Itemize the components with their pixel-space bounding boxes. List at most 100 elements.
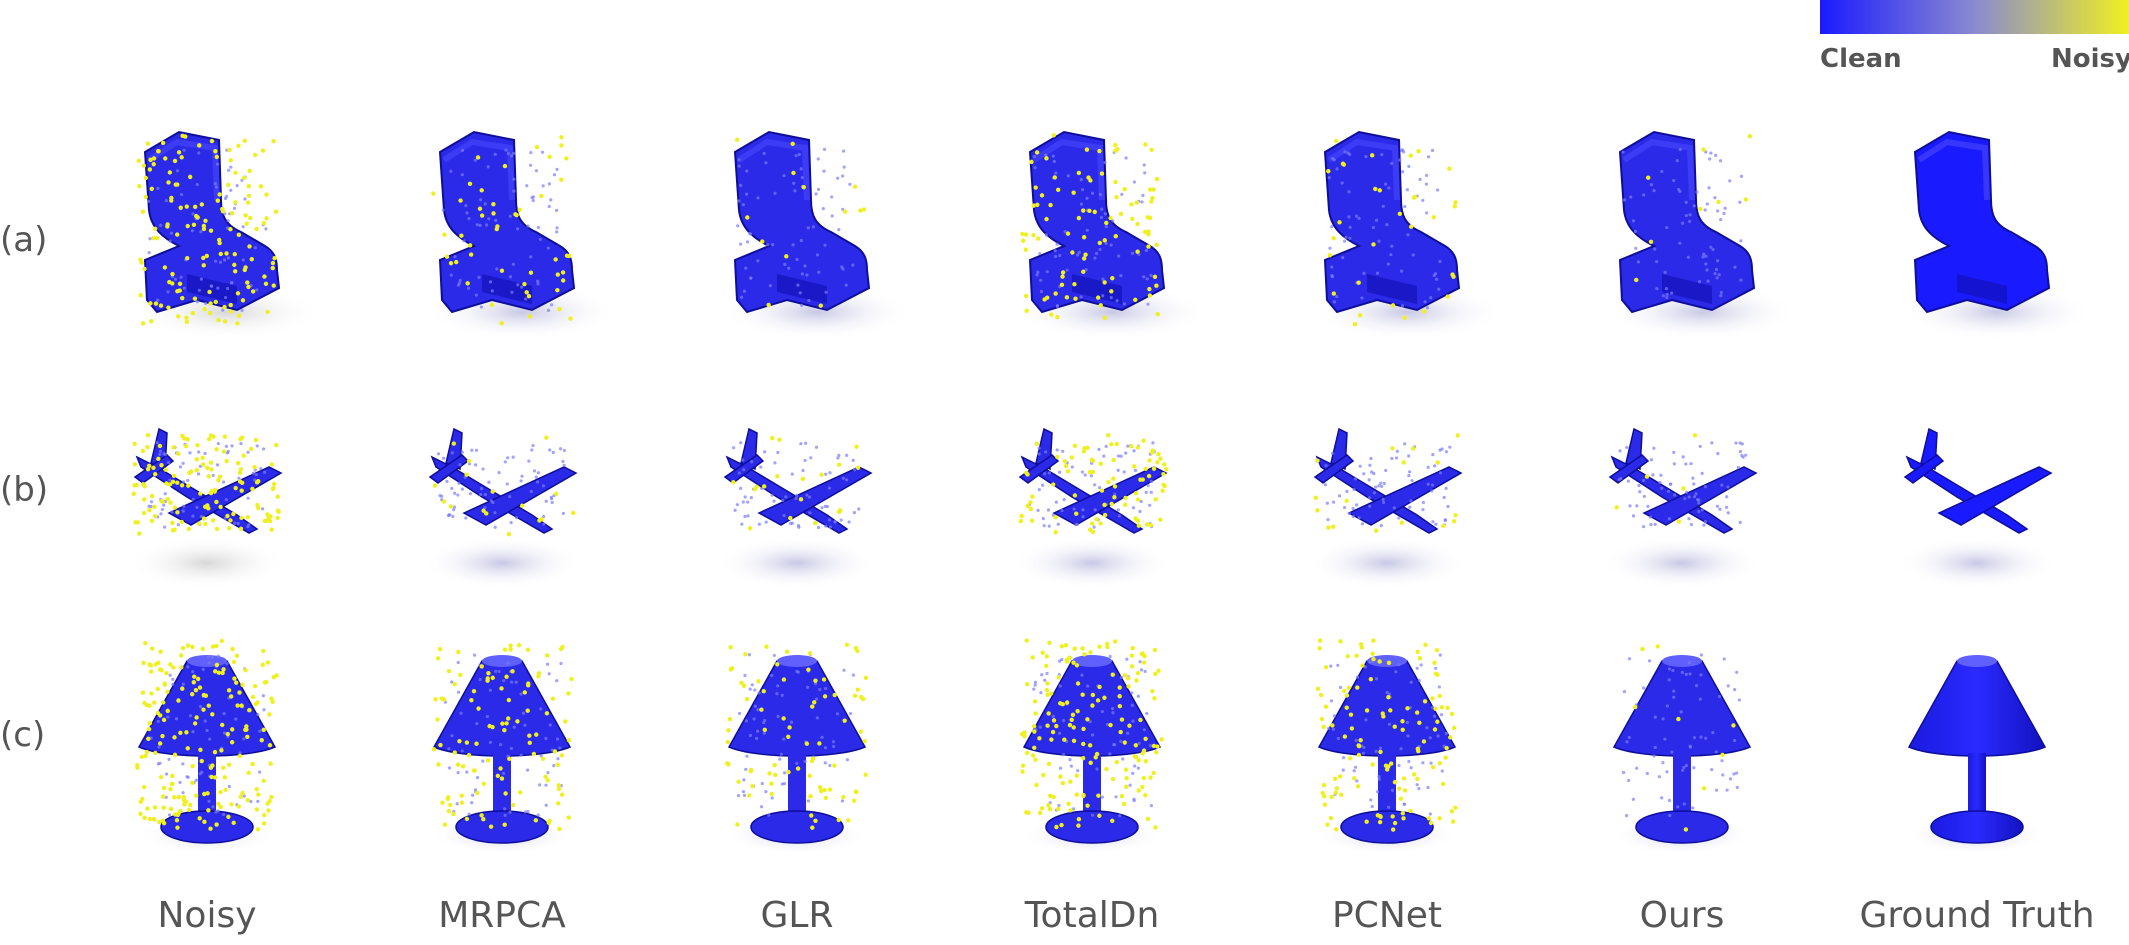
point — [1652, 189, 1656, 193]
noisy-point — [559, 792, 565, 797]
point — [261, 507, 265, 511]
point — [1138, 509, 1142, 514]
noisy-point — [1122, 740, 1128, 745]
noisy-point — [254, 480, 260, 485]
noisy-point — [1102, 502, 1107, 508]
point — [538, 237, 542, 242]
point — [1341, 768, 1345, 772]
point — [1635, 766, 1639, 770]
point — [173, 277, 178, 281]
point — [1101, 294, 1105, 298]
point — [1100, 709, 1104, 714]
noisy-point — [165, 496, 170, 502]
noisy-point — [1435, 672, 1440, 678]
point — [1406, 734, 1410, 738]
point — [1347, 215, 1351, 219]
point — [1692, 766, 1696, 770]
point — [1430, 489, 1434, 493]
noisy-point — [272, 255, 277, 261]
point — [146, 199, 151, 203]
noisy-point — [761, 688, 766, 694]
point — [166, 461, 171, 465]
noisy-point — [1455, 433, 1460, 438]
noisy-point — [1334, 786, 1340, 791]
point — [739, 295, 744, 299]
noisy-point — [141, 481, 146, 487]
noisy-point — [1046, 761, 1052, 766]
point — [744, 767, 748, 771]
point — [799, 238, 803, 243]
noisy-point — [1692, 433, 1698, 438]
noisy-point — [502, 647, 508, 652]
point — [1056, 522, 1060, 526]
point — [1331, 727, 1336, 731]
noisy-point — [1129, 202, 1134, 207]
noisy-point — [229, 802, 234, 807]
point — [512, 189, 516, 193]
noisy-point — [165, 708, 170, 714]
point — [1685, 490, 1689, 494]
point — [1363, 665, 1368, 669]
colorbar — [1820, 0, 2129, 34]
point — [447, 766, 452, 770]
noisy-point — [243, 213, 248, 218]
noisy-point — [445, 796, 450, 802]
noisy-point — [556, 786, 562, 792]
point — [1421, 508, 1425, 512]
point — [848, 711, 853, 716]
noisy-point — [149, 186, 154, 192]
noisy-point — [147, 167, 153, 172]
point — [223, 295, 228, 300]
noisy-point — [196, 521, 202, 526]
point — [762, 721, 766, 725]
point — [737, 711, 742, 716]
point — [473, 463, 478, 467]
noisy-point — [1081, 449, 1086, 454]
point — [1438, 259, 1442, 264]
point — [1362, 745, 1366, 750]
point — [1364, 718, 1368, 722]
point — [1038, 251, 1042, 256]
point — [1044, 233, 1048, 237]
point — [501, 771, 506, 775]
noisy-point — [1042, 297, 1047, 302]
noisy-point — [559, 135, 564, 140]
noisy-point — [184, 436, 190, 442]
point — [493, 152, 497, 156]
noisy-point — [135, 765, 140, 770]
noisy-point — [1089, 521, 1095, 526]
point — [824, 524, 828, 528]
noisy-point — [1031, 723, 1037, 729]
noisy-point — [179, 483, 185, 488]
noisy-point — [133, 520, 138, 525]
point — [1131, 506, 1136, 510]
point — [847, 520, 851, 524]
noisy-point — [1069, 717, 1074, 723]
point — [813, 682, 818, 686]
point — [1377, 777, 1381, 781]
point — [1659, 473, 1663, 477]
noisy-point — [454, 259, 459, 265]
point — [1375, 790, 1380, 794]
point — [1667, 798, 1672, 803]
point — [1126, 731, 1130, 735]
noisy-point — [1118, 729, 1123, 735]
point — [1738, 441, 1742, 445]
noisy-point — [1410, 446, 1416, 451]
noisy-point — [137, 531, 142, 536]
point — [1132, 798, 1136, 803]
noisy-point — [231, 820, 236, 826]
point — [1618, 449, 1622, 453]
point — [487, 217, 491, 221]
noisy-point — [772, 762, 777, 768]
point — [203, 451, 207, 456]
point — [1038, 725, 1042, 729]
noisy-point — [1025, 681, 1030, 687]
noisy-point — [777, 437, 782, 442]
point — [163, 453, 167, 457]
noisy-point — [766, 302, 771, 308]
noisy-point — [1072, 493, 1078, 498]
point — [555, 208, 559, 212]
noisy-point — [1115, 146, 1120, 152]
point — [1713, 271, 1717, 276]
